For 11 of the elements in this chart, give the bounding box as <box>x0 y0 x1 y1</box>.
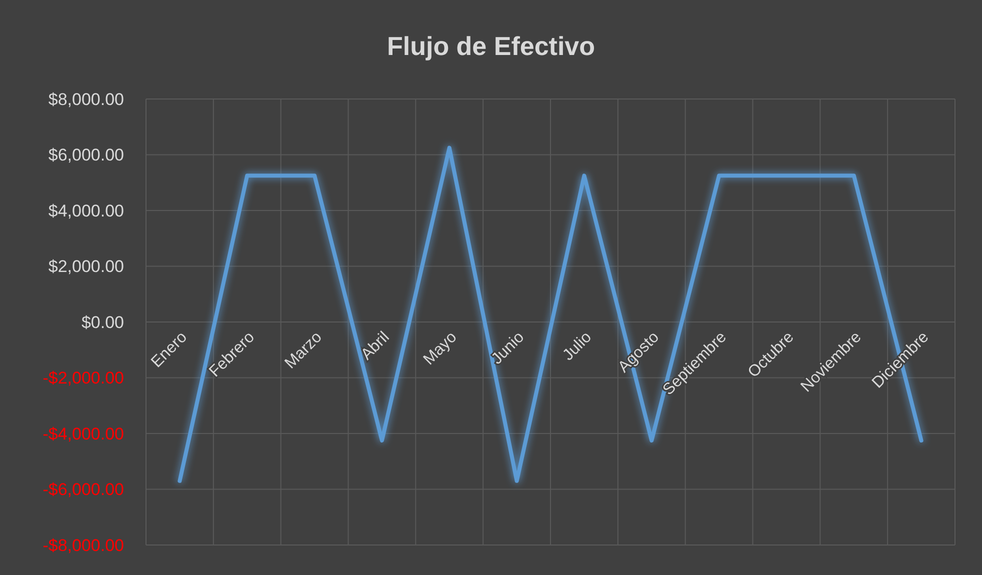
y-tick-label: -$6,000.00 <box>42 480 124 500</box>
y-tick-label: $6,000.00 <box>48 146 124 165</box>
y-tick-label: -$2,000.00 <box>42 368 124 388</box>
y-tick-label: $4,000.00 <box>48 201 124 220</box>
chart-title: Flujo de Efectivo <box>386 31 596 61</box>
y-tick-label: $2,000.00 <box>48 257 124 276</box>
y-tick-label: $0.00 <box>81 312 124 332</box>
y-tick-label: -$4,000.00 <box>42 424 124 444</box>
y-tick-label: $8,000.00 <box>48 90 124 109</box>
x-tick-label: Julio <box>560 328 596 364</box>
y-tick-label: -$8,000.00 <box>42 536 124 555</box>
